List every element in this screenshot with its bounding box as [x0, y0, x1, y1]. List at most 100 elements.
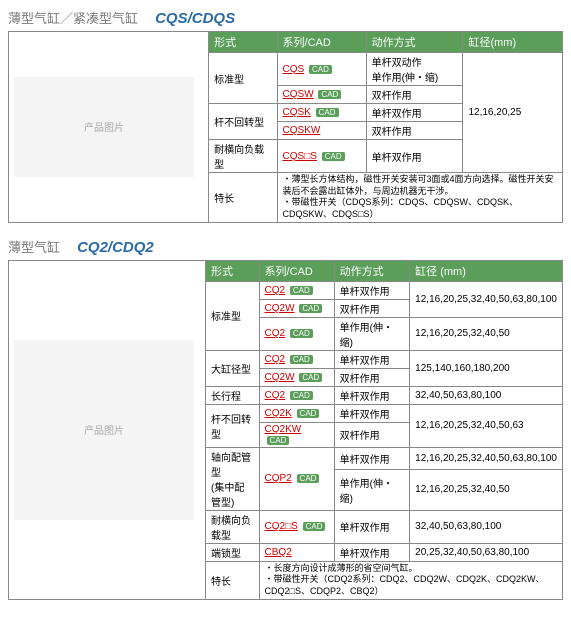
bore-cell: 12,16,20,25,32,40,50: [410, 317, 563, 350]
col-form: 形式: [209, 32, 277, 53]
link-cqp2[interactable]: CQP2: [265, 473, 292, 484]
title-cn-2: 薄型气缸: [8, 240, 60, 255]
form-endlock: 端锁型: [206, 543, 260, 561]
cad-badge[interactable]: CAD: [316, 108, 339, 117]
form-axial: 轴向配管型 (集中配管型): [206, 447, 260, 510]
method-cell: 单杆双动作 单作用(伸・缩): [366, 53, 463, 86]
link-cq2w[interactable]: CQ2W: [265, 372, 295, 383]
title-en-1: CQS/CDQS: [155, 10, 235, 27]
cad-badge[interactable]: CAD: [299, 304, 322, 313]
series-cell: CQ2 CAD: [259, 317, 334, 350]
form-standard: 标准型: [206, 281, 260, 350]
series-cell: CQ2 CAD: [259, 281, 334, 299]
bore-cell: 12,16,20,25,32,40,50,63,80,100: [410, 281, 563, 317]
series-cell: CQ2W CAD: [259, 299, 334, 317]
series-cell: CQ2K CAD: [259, 404, 334, 422]
col-bore: 缸径 (mm): [410, 260, 563, 281]
method-cell: 双杆作用: [366, 86, 463, 104]
cad-badge[interactable]: CAD: [309, 65, 332, 74]
image-cell-2: 产品图片: [9, 260, 206, 599]
series-cell: CQ2 CAD: [259, 386, 334, 404]
header-row-1: 产品图片 形式 系列/CAD 动作方式 缸径(mm): [9, 32, 563, 53]
link-cqsw[interactable]: CQSW: [283, 89, 314, 100]
cad-badge[interactable]: CAD: [318, 90, 341, 99]
link-cq2s[interactable]: CQ2□S: [265, 521, 298, 532]
col-bore: 缸径(mm): [463, 32, 563, 53]
cad-badge[interactable]: CAD: [290, 286, 313, 295]
method-cell: 双杆作用: [334, 422, 410, 447]
table-cqs: 产品图片 形式 系列/CAD 动作方式 缸径(mm) 标准型 CQS CAD 单…: [8, 31, 563, 223]
series-cell: CQSW CAD: [277, 86, 366, 104]
method-cell: 双杆作用: [334, 299, 410, 317]
cad-badge[interactable]: CAD: [299, 373, 322, 382]
link-cq2w[interactable]: CQ2W: [265, 303, 295, 314]
product-image-1: 产品图片: [14, 77, 194, 177]
col-series: 系列/CAD: [259, 260, 334, 281]
form-nonrotate: 杆不回转型: [209, 104, 277, 140]
title-cn-1: 薄型气缸／紧凑型气缸: [8, 11, 138, 26]
series-cell: CQP2 CAD: [259, 447, 334, 510]
cad-badge[interactable]: CAD: [267, 436, 290, 445]
cad-badge[interactable]: CAD: [297, 409, 320, 418]
cad-badge[interactable]: CAD: [290, 329, 313, 338]
method-cell: 单杆双作用: [366, 104, 463, 122]
cad-badge[interactable]: CAD: [303, 522, 326, 531]
product-image-2: 产品图片: [14, 340, 194, 520]
series-cell: CQ2KW CAD: [259, 422, 334, 447]
feature-text: ・薄型长方体结构，磁性开关安装可3面或4面方向选择。磁性开关安装后不会露出缸体外…: [277, 173, 562, 223]
series-cell: CQSKW: [277, 122, 366, 140]
link-cq2[interactable]: CQ2: [265, 328, 286, 339]
bore-cell: 125,140,160,180,200: [410, 350, 563, 386]
col-method: 动作方式: [366, 32, 463, 53]
method-cell: 单杆双作用: [366, 140, 463, 173]
link-cq2[interactable]: CQ2: [265, 354, 286, 365]
bore-cell: 32,40,50,63,80,100: [410, 386, 563, 404]
method-cell: 单杆双作用: [334, 386, 410, 404]
cad-badge[interactable]: CAD: [290, 391, 313, 400]
header-row-2: 产品图片 形式 系列/CAD 动作方式 缸径 (mm): [9, 260, 563, 281]
link-cq2[interactable]: CQ2: [265, 390, 286, 401]
bore-cell: 12,16,20,25,32,40,50: [410, 469, 563, 510]
method-cell: 双杆作用: [366, 122, 463, 140]
link-cqs[interactable]: CQS: [283, 64, 305, 75]
series-cell: CQ2□S CAD: [259, 510, 334, 543]
title-en-2: CQ2/CDQ2: [77, 239, 154, 256]
feature-label: 特长: [206, 561, 260, 599]
table-cq2: 产品图片 形式 系列/CAD 动作方式 缸径 (mm) 标准型 CQ2 CAD …: [8, 260, 563, 600]
section-cq2: 薄型气缸 CQ2/CDQ2 产品图片 形式 系列/CAD 动作方式 缸径 (mm…: [8, 237, 563, 600]
cad-badge[interactable]: CAD: [290, 355, 313, 364]
method-cell: 单杆双作用: [334, 350, 410, 368]
form-longstroke: 长行程: [206, 386, 260, 404]
series-cell: CBQ2: [259, 543, 334, 561]
bore-cell: 12,16,20,25,32,40,50,63,80,100: [410, 447, 563, 469]
link-cqsk[interactable]: CQSK: [283, 107, 311, 118]
form-lateral: 耐横向负载型: [206, 510, 260, 543]
link-cqskw[interactable]: CQSKW: [283, 125, 321, 136]
form-large: 大缸径型: [206, 350, 260, 386]
image-cell-1: 产品图片: [9, 32, 209, 223]
method-cell: 单杆双作用: [334, 447, 410, 469]
col-method: 动作方式: [334, 260, 410, 281]
link-cq2kw[interactable]: CQ2KW: [265, 424, 302, 435]
title-row-1: 薄型气缸／紧凑型气缸 CQS/CDQS: [8, 8, 563, 27]
title-row-2: 薄型气缸 CQ2/CDQ2: [8, 237, 563, 256]
link-cqss[interactable]: CQS□S: [283, 151, 317, 162]
link-cq2[interactable]: CQ2: [265, 285, 286, 296]
feature-text: ・长度方向设计成薄形的省空间气缸。 ・带磁性开关（CDQ2系列：CDQ2、CDQ…: [259, 561, 562, 599]
cad-badge[interactable]: CAD: [322, 152, 345, 161]
method-cell: 单作用(伸・缩): [334, 469, 410, 510]
col-series: 系列/CAD: [277, 32, 366, 53]
form-standard: 标准型: [209, 53, 277, 104]
col-form: 形式: [206, 260, 260, 281]
cad-badge[interactable]: CAD: [297, 474, 320, 483]
series-cell: CQS CAD: [277, 53, 366, 86]
link-cbq2[interactable]: CBQ2: [265, 547, 292, 558]
method-cell: 单杆双作用: [334, 281, 410, 299]
link-cq2k[interactable]: CQ2K: [265, 408, 292, 419]
form-lateral: 耐横向负载型: [209, 140, 277, 173]
bore-cell: 12,16,20,25,32,40,50,63: [410, 404, 563, 447]
method-cell: 单作用(伸・缩): [334, 317, 410, 350]
section-cqs: 薄型气缸／紧凑型气缸 CQS/CDQS 产品图片 形式 系列/CAD 动作方式 …: [8, 8, 563, 223]
series-cell: CQ2 CAD: [259, 350, 334, 368]
method-cell: 单杆双作用: [334, 510, 410, 543]
